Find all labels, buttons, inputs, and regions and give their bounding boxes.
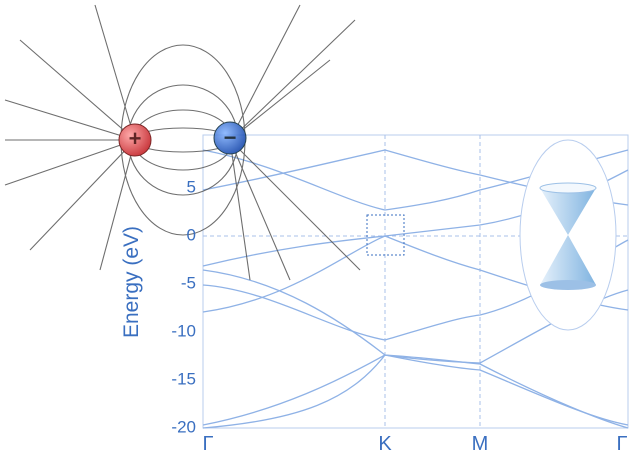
y-tick-label: 5	[187, 177, 196, 196]
charge-sign: +	[129, 126, 142, 151]
x-tick-label: Γ	[202, 433, 213, 455]
y-tick-label: -5	[181, 273, 196, 292]
field-line	[5, 5, 135, 270]
band	[203, 355, 628, 425]
x-tick-label: M	[472, 433, 489, 455]
band-plot	[203, 135, 628, 428]
page: + − Energy (eV) 50-5-10-15-20ΓKMΓ (() =>…	[0, 0, 631, 459]
band	[203, 355, 628, 428]
y-tick-label: -15	[171, 369, 196, 388]
cone-bottom	[540, 280, 596, 290]
cone-top	[540, 183, 596, 193]
y-tick-label: -10	[171, 321, 196, 340]
y-axis-label: Energy (eV)	[120, 226, 143, 338]
y-tick-label: 0	[187, 225, 196, 244]
figure: + − Energy (eV) 5 0 -5 -10 -15 -20 Γ K M Γ	[0, 0, 631, 459]
charge-sign: −	[224, 125, 237, 150]
field-line	[230, 5, 360, 280]
x-tick-label: Γ	[616, 433, 627, 455]
dipole: + −	[5, 5, 360, 280]
x-tick-label: K	[378, 433, 392, 455]
y-tick-label: -20	[171, 417, 196, 436]
